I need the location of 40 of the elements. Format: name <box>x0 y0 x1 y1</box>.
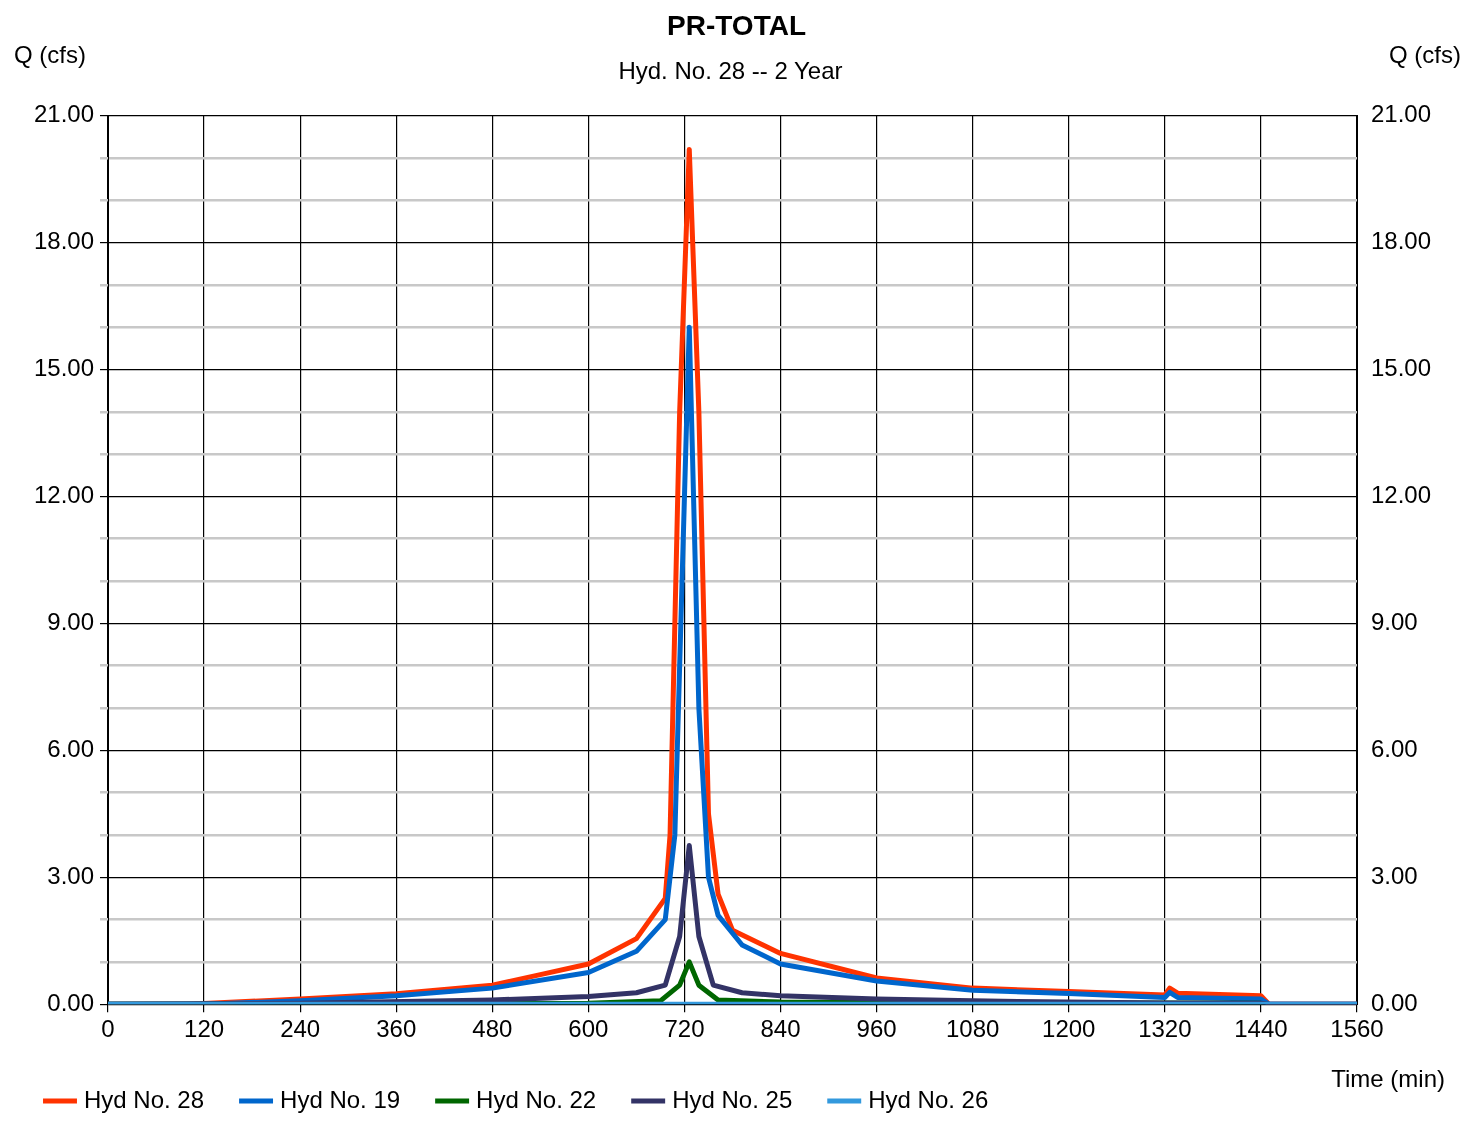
y2-tick-label: 6.00 <box>1371 734 1418 762</box>
y-tick-label: 3.00 <box>47 861 94 889</box>
y-tick-label: 21.00 <box>33 100 94 128</box>
x-tick-label: 1440 <box>1234 1015 1288 1043</box>
x-tick-label: 840 <box>760 1015 801 1043</box>
x-tick-label: 120 <box>184 1015 225 1043</box>
y2-tick-label: 21.00 <box>1371 100 1432 128</box>
legend-label: Hyd No. 25 <box>672 1085 793 1113</box>
y2-tick-label: 9.00 <box>1371 608 1418 635</box>
chart-title: PR-TOTAL <box>667 9 806 41</box>
chart-subtitle: Hyd. No. 28 -- 2 Year <box>618 56 843 84</box>
y-tick-label: 6.00 <box>47 734 94 762</box>
y-tick-label: 12.00 <box>33 481 94 509</box>
y2-tick-label: 3.00 <box>1371 861 1418 889</box>
legend-label: Hyd No. 19 <box>280 1085 401 1113</box>
x-tick-label: 1560 <box>1330 1015 1384 1043</box>
x-tick-label: 720 <box>664 1015 705 1043</box>
legend-label: Hyd No. 28 <box>84 1085 205 1113</box>
y2-tick-label: 15.00 <box>1371 354 1432 382</box>
y2-axis-title: Q (cfs) <box>1389 40 1461 68</box>
x-tick-label: 600 <box>568 1015 609 1043</box>
x-tick-label: 1080 <box>946 1015 1000 1043</box>
x-tick-label: 960 <box>856 1015 897 1043</box>
x-tick-label: 480 <box>472 1015 513 1043</box>
y-axis-title: Q (cfs) <box>14 40 86 68</box>
x-tick-label: 0 <box>101 1015 115 1043</box>
legend-label: Hyd No. 26 <box>868 1085 989 1113</box>
x-tick-label: 1320 <box>1138 1015 1192 1043</box>
x-tick-label: 240 <box>280 1015 321 1043</box>
y2-tick-label: 0.00 <box>1371 988 1418 1016</box>
y-tick-label: 18.00 <box>33 227 94 255</box>
legend-label: Hyd No. 22 <box>476 1085 597 1113</box>
x-tick-label: 360 <box>376 1015 417 1043</box>
y-tick-label: 15.00 <box>33 354 94 382</box>
x-axis-title: Time (min) <box>1331 1064 1445 1092</box>
x-tick-label: 1200 <box>1042 1015 1096 1043</box>
y-tick-label: 0.00 <box>47 988 94 1016</box>
y2-tick-label: 12.00 <box>1371 481 1432 509</box>
y2-tick-label: 18.00 <box>1371 227 1432 255</box>
y-tick-label: 9.00 <box>47 608 94 635</box>
